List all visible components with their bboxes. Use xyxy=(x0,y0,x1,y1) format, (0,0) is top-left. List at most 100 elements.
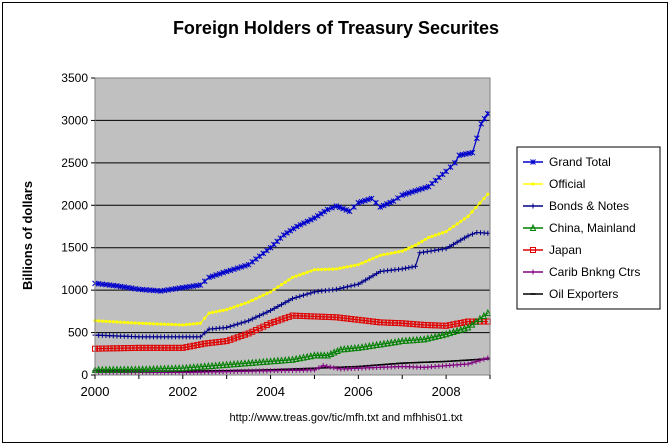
data-point xyxy=(296,354,304,362)
data-point xyxy=(119,320,123,324)
data-point xyxy=(242,319,248,325)
data-point xyxy=(164,364,172,372)
data-point xyxy=(234,334,241,341)
data-point xyxy=(184,322,188,327)
data-point xyxy=(161,344,168,351)
data-point xyxy=(346,208,353,215)
data-point xyxy=(311,351,318,359)
data-point xyxy=(153,364,161,372)
y-tick-label: 2500 xyxy=(61,156,88,170)
data-point xyxy=(424,249,430,255)
data-point xyxy=(405,190,412,196)
legend-marker-carib-bnkng-ctrs xyxy=(530,269,536,275)
data-point xyxy=(221,308,225,312)
data-point xyxy=(403,265,409,271)
data-point xyxy=(377,340,384,348)
data-point xyxy=(311,367,317,373)
data-point xyxy=(267,320,274,327)
data-point xyxy=(282,300,288,306)
data-point xyxy=(135,365,143,373)
data-point xyxy=(469,231,475,237)
data-point xyxy=(390,198,397,204)
data-point xyxy=(369,341,377,349)
data-point xyxy=(122,320,126,324)
data-point xyxy=(436,247,442,253)
series-grand-total xyxy=(92,110,491,294)
data-point xyxy=(355,343,362,351)
data-point xyxy=(336,204,343,211)
data-point xyxy=(132,344,139,351)
data-point xyxy=(126,321,130,325)
data-point xyxy=(485,230,491,236)
data-point xyxy=(406,265,412,271)
data-point xyxy=(280,232,287,238)
data-point xyxy=(209,339,216,346)
data-point xyxy=(373,199,379,206)
data-point xyxy=(274,317,281,324)
data-point xyxy=(168,344,175,351)
data-point xyxy=(110,365,117,373)
data-point xyxy=(446,328,454,337)
series-china-mainland xyxy=(91,308,492,373)
data-point xyxy=(191,322,195,326)
data-point xyxy=(300,313,307,320)
data-point xyxy=(316,268,320,272)
data-point xyxy=(99,365,106,373)
data-point xyxy=(257,295,262,299)
data-point xyxy=(355,281,361,287)
data-point xyxy=(486,192,490,196)
data-point xyxy=(459,219,463,224)
data-point xyxy=(195,321,199,326)
data-point xyxy=(216,361,223,369)
data-point xyxy=(415,186,422,193)
data-point xyxy=(238,264,245,270)
data-point xyxy=(348,344,355,352)
data-point xyxy=(303,352,311,360)
data-point xyxy=(100,319,104,323)
data-point xyxy=(245,330,252,337)
data-point xyxy=(323,267,328,271)
data-point xyxy=(470,210,474,214)
data-point xyxy=(377,204,384,210)
data-point xyxy=(157,364,165,372)
plot-border xyxy=(94,77,491,376)
data-point xyxy=(253,314,259,320)
data-point xyxy=(227,267,234,274)
data-point xyxy=(446,322,453,329)
legend-label-china-mainland: China, Mainland xyxy=(549,221,636,235)
data-point xyxy=(268,290,273,294)
data-point xyxy=(173,323,178,327)
data-point xyxy=(234,359,241,367)
data-point xyxy=(203,316,207,320)
data-point xyxy=(337,314,344,321)
data-point xyxy=(443,168,449,175)
data-point xyxy=(324,363,330,369)
series-line-china-mainland xyxy=(94,312,489,371)
data-point xyxy=(202,330,208,336)
data-point xyxy=(220,338,227,345)
data-point xyxy=(154,344,161,351)
data-point xyxy=(139,344,146,351)
data-point xyxy=(307,313,314,320)
data-point xyxy=(296,312,303,319)
data-point xyxy=(140,321,145,325)
data-point xyxy=(424,322,431,329)
data-point xyxy=(223,338,230,345)
data-point xyxy=(389,251,393,255)
data-point xyxy=(373,318,380,325)
x-tick-label: 2008 xyxy=(432,384,461,399)
data-point xyxy=(176,344,183,351)
data-point xyxy=(396,250,401,254)
data-point xyxy=(249,259,256,265)
data-point xyxy=(450,327,457,336)
data-point xyxy=(148,322,152,326)
data-point xyxy=(121,345,128,352)
data-point xyxy=(236,304,240,308)
data-point xyxy=(338,266,342,270)
y-tick-label: 3000 xyxy=(61,113,88,127)
data-point xyxy=(206,274,212,281)
data-point xyxy=(424,334,432,342)
data-point xyxy=(437,232,441,236)
data-point xyxy=(455,222,459,226)
data-point xyxy=(443,246,449,252)
